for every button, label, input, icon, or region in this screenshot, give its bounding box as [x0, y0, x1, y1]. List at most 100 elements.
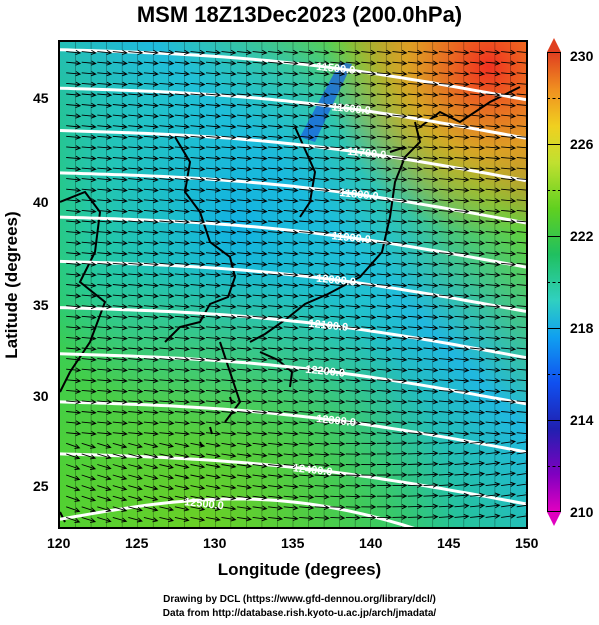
wind-arrow [143, 420, 159, 426]
wind-arrow [174, 356, 190, 363]
wind-arrow [252, 92, 268, 98]
colorbar-label-222: 222 [570, 228, 594, 244]
wind-arrow [407, 450, 423, 457]
wind-arrow [159, 453, 174, 459]
y-tick-35: 35 [33, 297, 49, 313]
wind-arrow [438, 49, 455, 56]
wind-arrow [143, 367, 159, 373]
wind-arrow [112, 261, 128, 267]
wind-arrow [283, 304, 299, 310]
wind-arrow [438, 431, 455, 437]
wind-arrow [205, 155, 222, 161]
wind-arrow [376, 60, 392, 66]
wind-arrow [314, 176, 330, 183]
wind-arrow [423, 208, 439, 214]
wind-arrow [174, 367, 190, 373]
wind-arrow [174, 176, 190, 183]
wind-arrow [485, 113, 501, 119]
wind-arrow [376, 461, 392, 468]
wind-arrow [299, 49, 315, 56]
wind-arrow [392, 155, 408, 161]
wind-arrow [112, 81, 128, 87]
wind-arrow [361, 504, 377, 510]
wind-arrow [454, 367, 470, 373]
wind-arrow [252, 505, 268, 511]
wind-arrow [299, 388, 315, 394]
wind-arrow [330, 431, 346, 437]
wind-arrow [345, 81, 361, 87]
wind-arrow [361, 420, 377, 426]
wind-arrow [66, 81, 82, 87]
wind-arrow [345, 113, 361, 119]
wind-arrow [252, 102, 268, 109]
wind-arrow [470, 60, 486, 66]
wind-arrow [438, 325, 455, 331]
wind-arrow [345, 515, 361, 521]
wind-arrow [345, 251, 361, 257]
colorbar-dash-4 [547, 374, 561, 375]
wind-arrow [159, 145, 175, 151]
wind-arrow [361, 325, 377, 331]
wind-arrow [159, 325, 175, 331]
wind-arrow [268, 261, 284, 267]
wind-arrow [283, 335, 299, 341]
wind-arrow [516, 51, 526, 55]
wind-arrow [81, 176, 97, 183]
wind-arrow [128, 431, 144, 437]
wind-arrow [438, 261, 455, 267]
wind-arrow [392, 388, 408, 394]
wind-arrow [221, 420, 237, 426]
y-tick-45: 45 [33, 90, 49, 106]
wind-arrow [330, 304, 346, 310]
wind-arrow [330, 145, 346, 151]
wind-arrow [221, 155, 237, 161]
wind-arrow [470, 229, 486, 236]
wind-arrow [237, 356, 253, 363]
wind-arrow [66, 124, 82, 130]
wind-arrow [470, 492, 486, 498]
wind-arrow [205, 453, 221, 459]
wind-arrow [112, 388, 128, 394]
wind-arrow [283, 229, 299, 236]
wind-arrow [237, 463, 252, 469]
wind-arrow [283, 113, 299, 119]
wind-arrow [314, 462, 330, 468]
wind-arrow [268, 240, 284, 246]
wind-arrow [66, 388, 82, 394]
wind-arrow [501, 325, 517, 331]
wind-arrow [81, 240, 97, 246]
wind-arrow [283, 399, 299, 405]
wind-arrow [205, 506, 221, 512]
wind-arrow [407, 367, 423, 373]
wind-arrow [361, 124, 377, 130]
wind-arrow [345, 483, 361, 489]
wind-arrow [81, 325, 97, 331]
wind-arrow [268, 399, 284, 405]
wind-arrow [345, 304, 361, 310]
wind-arrow [314, 367, 330, 373]
wind-arrow [314, 388, 330, 394]
wind-arrow [205, 229, 222, 236]
wind-arrow [454, 81, 470, 87]
wind-arrow [438, 81, 455, 87]
wind-arrow [205, 49, 222, 56]
wind-arrow [143, 187, 159, 193]
wind-arrow [252, 187, 268, 193]
wind-arrow [174, 124, 190, 130]
wind-arrow [438, 251, 455, 257]
x-tick-125: 125 [125, 535, 149, 551]
wind-arrow [112, 485, 128, 491]
wind-arrow [205, 71, 222, 77]
wind-arrow [283, 452, 299, 458]
wind-arrow [128, 356, 144, 363]
height-contour-line [60, 129, 526, 183]
wind-arrow [81, 113, 97, 119]
wind-arrow [190, 176, 206, 183]
wind-arrow [174, 442, 190, 448]
wind-arrow [470, 145, 486, 151]
wind-arrow [237, 219, 253, 225]
wind-arrow [345, 378, 361, 384]
footer-credit-data: Data from http://database.rish.kyoto-u.a… [162, 608, 437, 619]
wind-arrow [143, 464, 159, 470]
wind-arrow [438, 514, 455, 520]
